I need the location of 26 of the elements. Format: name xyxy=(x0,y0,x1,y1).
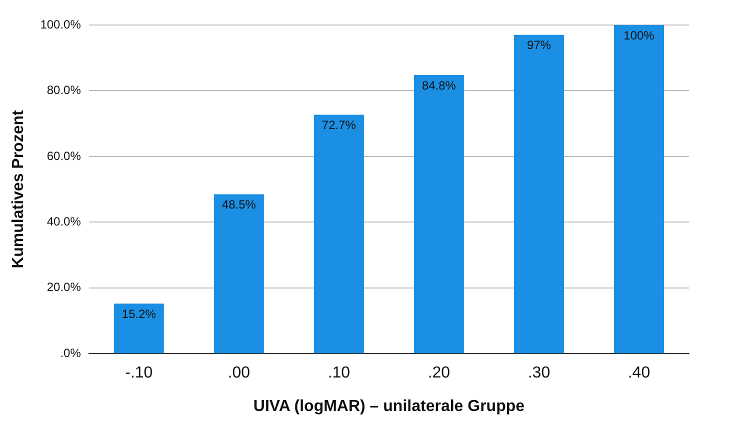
y-tick-label: 40.0% xyxy=(46,214,82,228)
bar xyxy=(414,74,464,354)
bar xyxy=(214,194,264,354)
x-tick-label: .00 xyxy=(228,364,250,382)
y-tick-label: .0% xyxy=(60,346,82,360)
x-tick-label: -.10 xyxy=(125,364,153,382)
data-label: 97% xyxy=(526,38,552,52)
x-tick-label: .20 xyxy=(428,364,450,382)
data-label: 100% xyxy=(624,28,655,42)
bar xyxy=(514,34,564,354)
y-tick-label: 60.0% xyxy=(46,148,82,163)
bar xyxy=(314,114,364,354)
data-label: 84.8% xyxy=(422,78,456,92)
x-tick-label: .10 xyxy=(328,364,350,382)
y-tick-label: 100.0% xyxy=(40,17,82,32)
y-tick-label: 80.0% xyxy=(46,83,82,98)
data-label: 15.2% xyxy=(122,306,156,321)
data-label: 48.5% xyxy=(222,198,256,212)
y-tick-label: 20.0% xyxy=(46,280,82,294)
x-tick-label: .30 xyxy=(528,364,550,382)
x-tick-label: .40 xyxy=(628,364,650,382)
data-label: 72.7% xyxy=(322,118,356,132)
bar xyxy=(614,25,664,354)
bar xyxy=(114,304,164,354)
y-axis-title: Kumulatives Prozent xyxy=(10,110,28,268)
x-axis-title: UIVA (logMAR) – unilaterale Gruppe xyxy=(253,398,525,415)
